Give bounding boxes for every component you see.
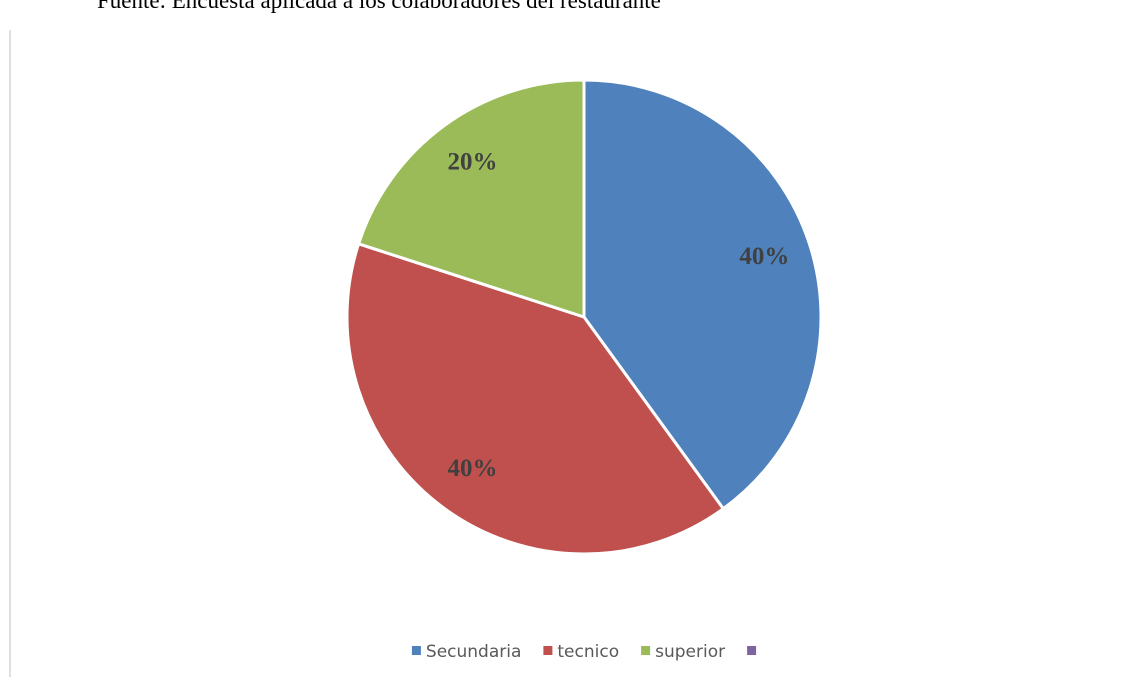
pie-slice — [356, 78, 586, 320]
pie-slice — [582, 78, 823, 511]
legend-label: Secundaria — [426, 642, 521, 662]
legend-label: tecnico — [557, 642, 619, 662]
legend-swatch — [411, 646, 421, 655]
legend-swatch — [543, 646, 553, 655]
data-label: 40% — [448, 455, 498, 482]
legend-label: superior — [655, 642, 725, 662]
data-label: 40% — [739, 243, 789, 270]
pie-slice — [345, 241, 726, 556]
data-label: 20% — [448, 148, 498, 175]
source-caption: Fuente: Encuesta aplicada a los colabora… — [97, 0, 661, 13]
legend-swatch — [747, 646, 757, 655]
legend-swatch — [641, 646, 651, 655]
